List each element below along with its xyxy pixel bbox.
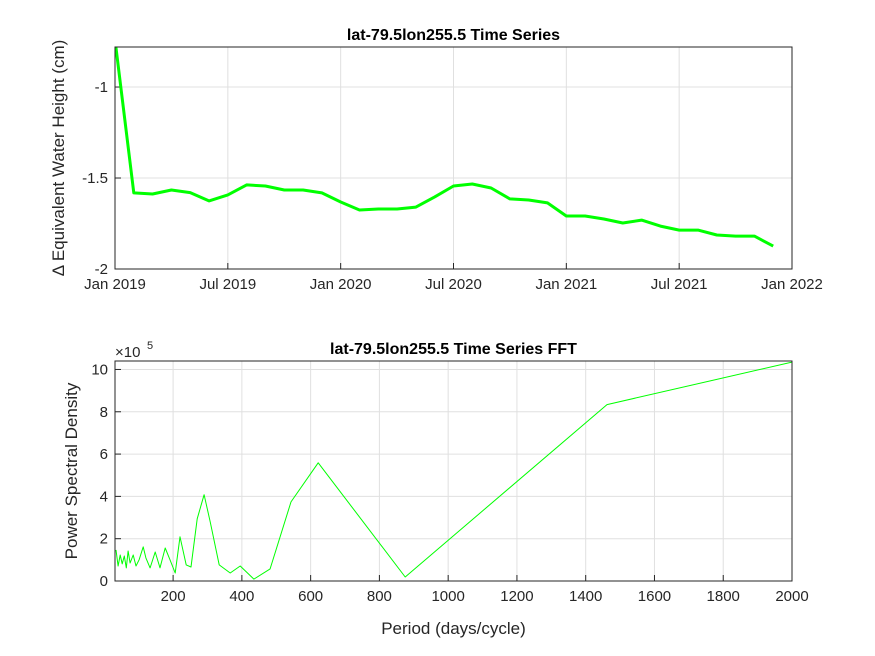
x-tick-label: 800 (367, 588, 392, 605)
axes-box (114, 360, 793, 582)
x-tick-label: 600 (298, 588, 323, 605)
y-tick-label: 8 (100, 404, 108, 421)
x-tick-label: Jul 2020 (425, 276, 482, 293)
chart-title: lat-79.5lon255.5 Time Series (347, 27, 560, 44)
y-tick-label: -1.5 (82, 170, 108, 187)
x-tick-label: Jan 2020 (310, 276, 372, 293)
y-axis-label: Power Spectral Density (62, 382, 81, 559)
data-line (115, 361, 792, 580)
x-tick-label: Jul 2019 (199, 276, 256, 293)
x-tick-label: 1400 (569, 588, 602, 605)
y-multiplier-exponent: 5 (147, 340, 153, 352)
x-tick-label: 1600 (638, 588, 671, 605)
x-tick-label: Jan 2022 (761, 276, 823, 293)
y-tick-label: 10 (91, 361, 108, 378)
x-tick-label: 1200 (500, 588, 533, 605)
y-tick-label: 2 (100, 531, 108, 548)
y-axis-label: Δ Equivalent Water Height (cm) (49, 40, 68, 277)
x-axis-label: Period (days/cycle) (381, 619, 526, 638)
axes-box (114, 46, 793, 270)
y-tick-label: -1 (95, 79, 108, 96)
x-tick-label: 1800 (707, 588, 740, 605)
y-tick-label: 6 (100, 446, 108, 463)
y-multiplier: ×10 (115, 344, 140, 361)
x-tick-label: Jul 2021 (651, 276, 708, 293)
chart-title: lat-79.5lon255.5 Time Series FFT (330, 341, 577, 358)
x-tick-label: Jan 2021 (535, 276, 597, 293)
x-tick-label: 400 (229, 588, 254, 605)
x-tick-label: Jan 2019 (84, 276, 146, 293)
y-tick-label: 4 (100, 488, 108, 505)
x-tick-label: 2000 (775, 588, 808, 605)
plot-area (115, 361, 792, 581)
data-line (115, 47, 774, 248)
x-tick-label: 1000 (431, 588, 464, 605)
x-tick-label: 200 (161, 588, 186, 605)
y-tick-label: -2 (95, 261, 108, 278)
y-tick-label: 0 (100, 573, 108, 590)
